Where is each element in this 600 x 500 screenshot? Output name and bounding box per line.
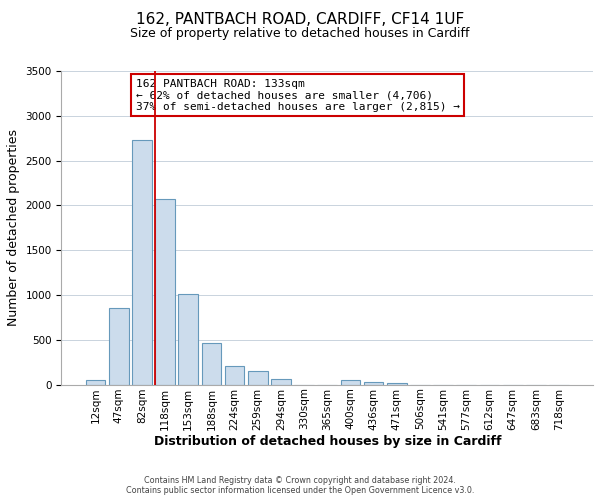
Bar xyxy=(225,366,244,384)
Bar xyxy=(132,140,152,384)
Bar xyxy=(86,380,106,384)
X-axis label: Distribution of detached houses by size in Cardiff: Distribution of detached houses by size … xyxy=(154,435,501,448)
Bar xyxy=(364,382,383,384)
Text: Contains HM Land Registry data © Crown copyright and database right 2024.: Contains HM Land Registry data © Crown c… xyxy=(144,476,456,485)
Bar xyxy=(248,371,268,384)
Bar xyxy=(271,379,291,384)
Text: Size of property relative to detached houses in Cardiff: Size of property relative to detached ho… xyxy=(130,28,470,40)
Text: Contains public sector information licensed under the Open Government Licence v3: Contains public sector information licen… xyxy=(126,486,474,495)
Text: 162, PANTBACH ROAD, CARDIFF, CF14 1UF: 162, PANTBACH ROAD, CARDIFF, CF14 1UF xyxy=(136,12,464,28)
Y-axis label: Number of detached properties: Number of detached properties xyxy=(7,130,20,326)
Bar xyxy=(109,308,128,384)
Bar xyxy=(155,199,175,384)
Bar xyxy=(178,294,198,384)
Bar xyxy=(341,380,360,384)
Bar xyxy=(202,344,221,384)
Text: 162 PANTBACH ROAD: 133sqm
← 62% of detached houses are smaller (4,706)
37% of se: 162 PANTBACH ROAD: 133sqm ← 62% of detac… xyxy=(136,79,460,112)
